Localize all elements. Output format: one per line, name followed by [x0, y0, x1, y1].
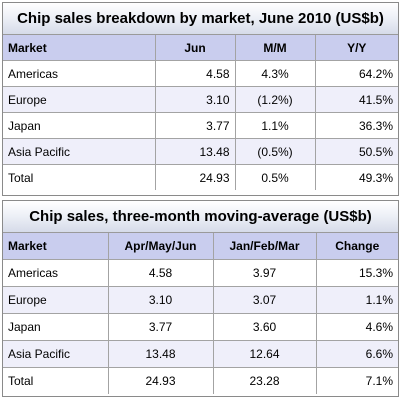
column-header-market: Market: [3, 233, 109, 260]
jan-feb-mar-cell: 23.28: [212, 367, 317, 394]
change-cell: 1.1%: [315, 286, 398, 314]
table-row: Asia Pacific 13.48 12.64 6.6%: [3, 340, 398, 368]
column-header-change: Change: [315, 233, 398, 260]
moving-average-panel: Chip sales, three-month moving-average (…: [2, 200, 399, 397]
total-row: Total 24.93 0.5% 49.3%: [3, 164, 398, 190]
yy-cell: 41.5%: [314, 86, 398, 113]
yy-cell: 64.2%: [314, 60, 398, 87]
market-cell: Europe: [3, 286, 109, 314]
apr-may-jun-cell: 13.48: [107, 340, 214, 368]
market-cell: Total: [3, 164, 156, 190]
moving-average-table: Market Apr/May/Jun Jan/Feb/Mar Change Am…: [3, 233, 398, 394]
table-row: Japan 3.77 3.60 4.6%: [3, 313, 398, 341]
jan-feb-mar-cell: 3.97: [212, 259, 317, 287]
jan-feb-mar-cell: 3.60: [212, 313, 317, 341]
jun-cell: 24.93: [154, 164, 236, 190]
apr-may-jun-cell: 3.77: [107, 313, 214, 341]
change-cell: 4.6%: [315, 313, 398, 341]
moving-average-title: Chip sales, three-month moving-average (…: [3, 201, 398, 233]
table-row: Japan 3.77 1.1% 36.3%: [3, 112, 398, 139]
jan-feb-mar-cell: 3.07: [212, 286, 317, 314]
yy-cell: 49.3%: [314, 164, 398, 190]
market-cell: Japan: [3, 112, 156, 139]
jun-cell: 13.48: [154, 138, 236, 165]
monthly-sales-panel: Chip sales breakdown by market, June 201…: [2, 2, 399, 196]
table-row: Europe 3.10 3.07 1.1%: [3, 286, 398, 314]
column-header-mm: M/M: [234, 35, 316, 61]
mm-cell: 4.3%: [234, 60, 316, 87]
table-header-row: Market Apr/May/Jun Jan/Feb/Mar Change: [3, 233, 398, 260]
yy-cell: 36.3%: [314, 112, 398, 139]
yy-cell: 50.5%: [314, 138, 398, 165]
mm-cell: 0.5%: [234, 164, 316, 190]
table-row: Americas 4.58 4.3% 64.2%: [3, 60, 398, 87]
market-cell: Americas: [3, 60, 156, 87]
apr-may-jun-cell: 3.10: [107, 286, 214, 314]
monthly-sales-title: Chip sales breakdown by market, June 201…: [3, 3, 398, 35]
jun-cell: 3.10: [154, 86, 236, 113]
change-cell: 7.1%: [315, 367, 398, 394]
market-cell: Asia Pacific: [3, 340, 109, 368]
column-header-jan-feb-mar: Jan/Feb/Mar: [212, 233, 317, 260]
jun-cell: 3.77: [154, 112, 236, 139]
market-cell: Total: [3, 367, 109, 394]
mm-cell: 1.1%: [234, 112, 316, 139]
apr-may-jun-cell: 4.58: [107, 259, 214, 287]
column-header-yy: Y/Y: [314, 35, 398, 61]
change-cell: 6.6%: [315, 340, 398, 368]
column-header-apr-may-jun: Apr/May/Jun: [107, 233, 214, 260]
market-cell: Asia Pacific: [3, 138, 156, 165]
table-row: Americas 4.58 3.97 15.3%: [3, 259, 398, 287]
change-cell: 15.3%: [315, 259, 398, 287]
column-header-market: Market: [3, 35, 156, 61]
table-header-row: Market Jun M/M Y/Y: [3, 35, 398, 61]
total-row: Total 24.93 23.28 7.1%: [3, 367, 398, 394]
market-cell: Europe: [3, 86, 156, 113]
mm-cell: (0.5%): [234, 138, 316, 165]
column-header-jun: Jun: [154, 35, 236, 61]
market-cell: Americas: [3, 259, 109, 287]
market-cell: Japan: [3, 313, 109, 341]
jan-feb-mar-cell: 12.64: [212, 340, 317, 368]
mm-cell: (1.2%): [234, 86, 316, 113]
table-row: Europe 3.10 (1.2%) 41.5%: [3, 86, 398, 113]
apr-may-jun-cell: 24.93: [107, 367, 214, 394]
jun-cell: 4.58: [154, 60, 236, 87]
monthly-sales-table: Market Jun M/M Y/Y Americas 4.58 4.3% 64…: [3, 35, 398, 190]
table-row: Asia Pacific 13.48 (0.5%) 50.5%: [3, 138, 398, 165]
